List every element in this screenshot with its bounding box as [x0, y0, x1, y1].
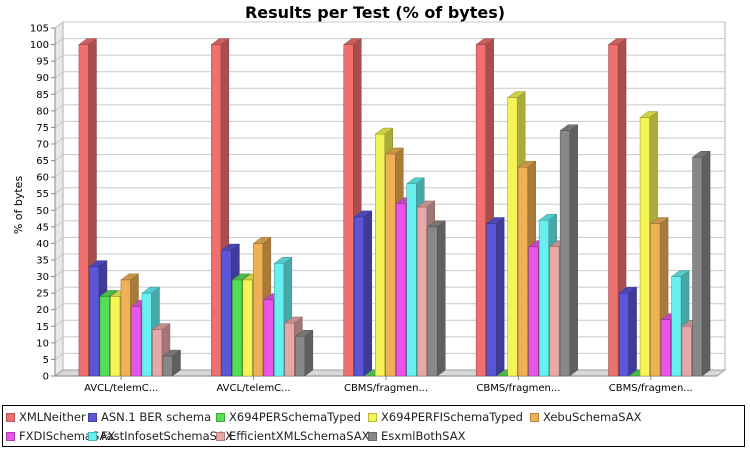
bar [353, 210, 373, 377]
y-tick-label: 65 [36, 156, 49, 167]
legend-swatch [216, 431, 225, 441]
legend-swatch [88, 412, 97, 422]
legend-label: ASN.1 BER schema [101, 410, 212, 424]
y-tick-label: 50 [36, 206, 49, 217]
y-tick-label: 60 [36, 173, 49, 184]
legend-item: XMLNeither [6, 410, 86, 424]
bar [691, 150, 711, 377]
gridline [54, 137, 64, 145]
legend-item: X694PERSchemaTyped [216, 410, 361, 424]
gridline [54, 21, 64, 29]
legend-label: XMLNeither [19, 410, 86, 424]
legend-label: EsxmlBothSAX [381, 429, 466, 443]
gridline [54, 54, 64, 62]
legend-item: EsxmlBothSAX [368, 429, 465, 443]
gridline [54, 187, 64, 195]
gridline [54, 303, 64, 311]
gridline [54, 353, 64, 360]
gridline [54, 154, 64, 161]
y-tick-label: 100 [30, 40, 49, 51]
gridline [54, 270, 64, 277]
legend-label: XebuSchemaSAX [543, 410, 642, 424]
bar [485, 217, 505, 377]
y-tick-label: 70 [36, 140, 49, 151]
chart-title: Results per Test (% of bytes) [245, 3, 505, 22]
plot-area: 0 5 10 15 20 25 30 35 40 45 50 55 60 65 70 75 80 85 90 95 10… [30, 21, 727, 394]
bar [618, 286, 638, 377]
gridline [54, 104, 64, 112]
gridline [54, 237, 64, 244]
legend: XMLNeither ASN.1 BER schema X694PERSchemaT… [2, 405, 745, 447]
y-tick-label: 80 [36, 106, 49, 117]
y-tick-label: 75 [36, 123, 49, 134]
y-tick-label: 40 [36, 239, 49, 250]
y-tick-label: 15 [36, 322, 49, 333]
gridline [54, 220, 64, 228]
legend-swatch [88, 431, 97, 441]
bar [294, 329, 314, 377]
legend-label: X694PERFISchemaTyped [381, 410, 523, 424]
bar [427, 220, 446, 377]
y-tick-label: 20 [36, 305, 49, 316]
legend-item: XebuSchemaSAX [530, 410, 642, 424]
legend-swatch [6, 412, 15, 422]
gridline [54, 121, 64, 128]
gridline [54, 71, 64, 79]
gridline [54, 319, 64, 327]
bar [559, 124, 579, 377]
x-tick-label: CBMS/fragmen... [476, 383, 560, 394]
y-tick-label: 30 [36, 272, 49, 283]
legend-item: EfficientXMLSchemaSAX [216, 429, 369, 443]
y-tick-label: 85 [36, 90, 49, 101]
gridline [54, 336, 64, 344]
bar [162, 349, 182, 377]
legend-label: X694PERSchemaTyped [229, 410, 361, 424]
gridline [54, 286, 64, 294]
legend-label: FastInfosetSchemaSAX [101, 429, 233, 443]
legend-item: X694PERFISchemaTyped [368, 410, 523, 424]
x-tick-label: CBMS/fragmen... [609, 383, 693, 394]
y-tick-label: 25 [36, 289, 49, 300]
legend-swatch [6, 431, 15, 441]
y-tick-label: 45 [36, 222, 49, 233]
y-tick-label: 5 [43, 355, 49, 366]
x-tick-label: AVCL/telemC... [84, 383, 158, 394]
legend-swatch [368, 412, 377, 422]
gridline [54, 170, 64, 178]
legend-label: EfficientXMLSchemaSAX [229, 429, 370, 443]
legend-swatch [530, 412, 539, 422]
y-tick-label: 90 [36, 73, 49, 84]
gridline [54, 253, 64, 261]
x-tick-label: AVCL/telemC... [216, 383, 290, 394]
y-tick-label: 0 [43, 372, 49, 383]
y-axis-label: % of bytes [12, 176, 25, 235]
y-tick-label: 105 [30, 24, 49, 35]
y-tick-label: 10 [36, 338, 49, 349]
legend-item: FastInfosetSchemaSAX [88, 429, 233, 443]
y-tick-label: 95 [36, 57, 49, 68]
gridline [54, 38, 64, 45]
legend-item: ASN.1 BER schema [88, 410, 211, 424]
legend-swatch [216, 412, 225, 422]
y-tick-label: 55 [36, 189, 49, 200]
legend-swatch [368, 431, 377, 441]
gridline [54, 203, 64, 211]
gridline [54, 87, 64, 95]
y-tick-label: 35 [36, 256, 49, 267]
x-tick-label: CBMS/fragmen... [344, 383, 428, 394]
